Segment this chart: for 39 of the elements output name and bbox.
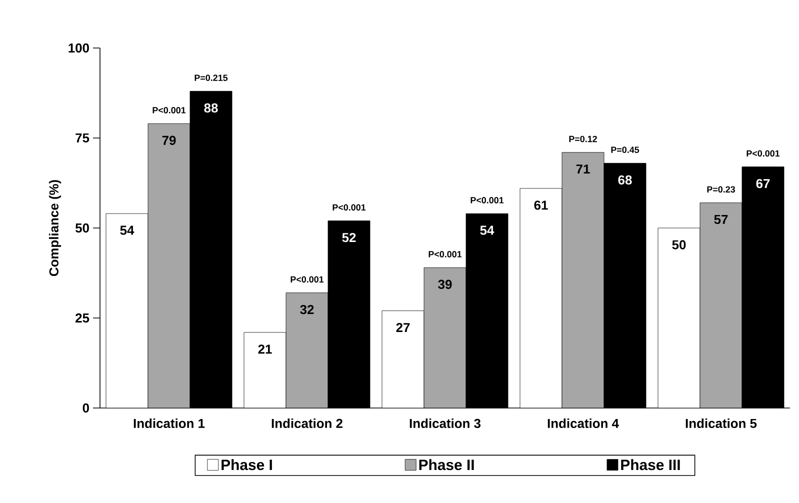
y-tick-label: 25 — [76, 313, 90, 323]
annotation: P<0.001 — [470, 197, 504, 204]
data-label: 67 — [756, 178, 770, 188]
data-label: 39 — [438, 280, 452, 289]
annotation: P<0.001 — [428, 251, 462, 258]
data-label: 21 — [258, 344, 272, 354]
data-label: 88 — [204, 103, 218, 113]
data-label: 27 — [396, 322, 410, 332]
y-tick-label: 100 — [68, 43, 89, 53]
y-tick-label: 75 — [76, 133, 90, 142]
annotation: P<0.001 — [290, 276, 324, 283]
data-label: 32 — [300, 304, 314, 314]
annotation: P=0.215 — [194, 74, 228, 81]
x-tick-label: Indication 4 — [548, 418, 619, 428]
data-label: 54 — [480, 226, 494, 235]
x-tick-label: Indication 2 — [272, 418, 342, 428]
annotation: P=0.12 — [569, 136, 597, 142]
data-label: 68 — [618, 175, 632, 185]
y-axis-title: Compliance (%) — [48, 180, 62, 276]
data-label: 50 — [672, 240, 686, 250]
legend-label: Phase I — [222, 459, 272, 470]
x-tick-label: Indication 5 — [686, 418, 757, 428]
legend-label: Phase II — [419, 459, 474, 470]
y-tick-label: 50 — [75, 223, 89, 233]
annotation: P=0.23 — [707, 186, 736, 193]
annotation: P<0.001 — [152, 107, 186, 114]
data-label: 52 — [342, 232, 356, 242]
data-label: 71 — [576, 164, 590, 174]
y-tick-label: 0 — [82, 403, 89, 413]
x-tick-label: Indication 3 — [410, 418, 481, 428]
legend-label: Phase III — [621, 459, 680, 470]
annotation: P=0.45 — [611, 146, 640, 153]
data-label: 79 — [162, 136, 176, 145]
x-tick-label: Indication 1 — [134, 418, 205, 428]
data-label: 54 — [120, 226, 134, 235]
data-label: 57 — [714, 214, 728, 224]
data-label: 61 — [534, 200, 548, 210]
annotation: P<0.001 — [332, 204, 366, 211]
annotation: P<0.001 — [746, 150, 780, 157]
